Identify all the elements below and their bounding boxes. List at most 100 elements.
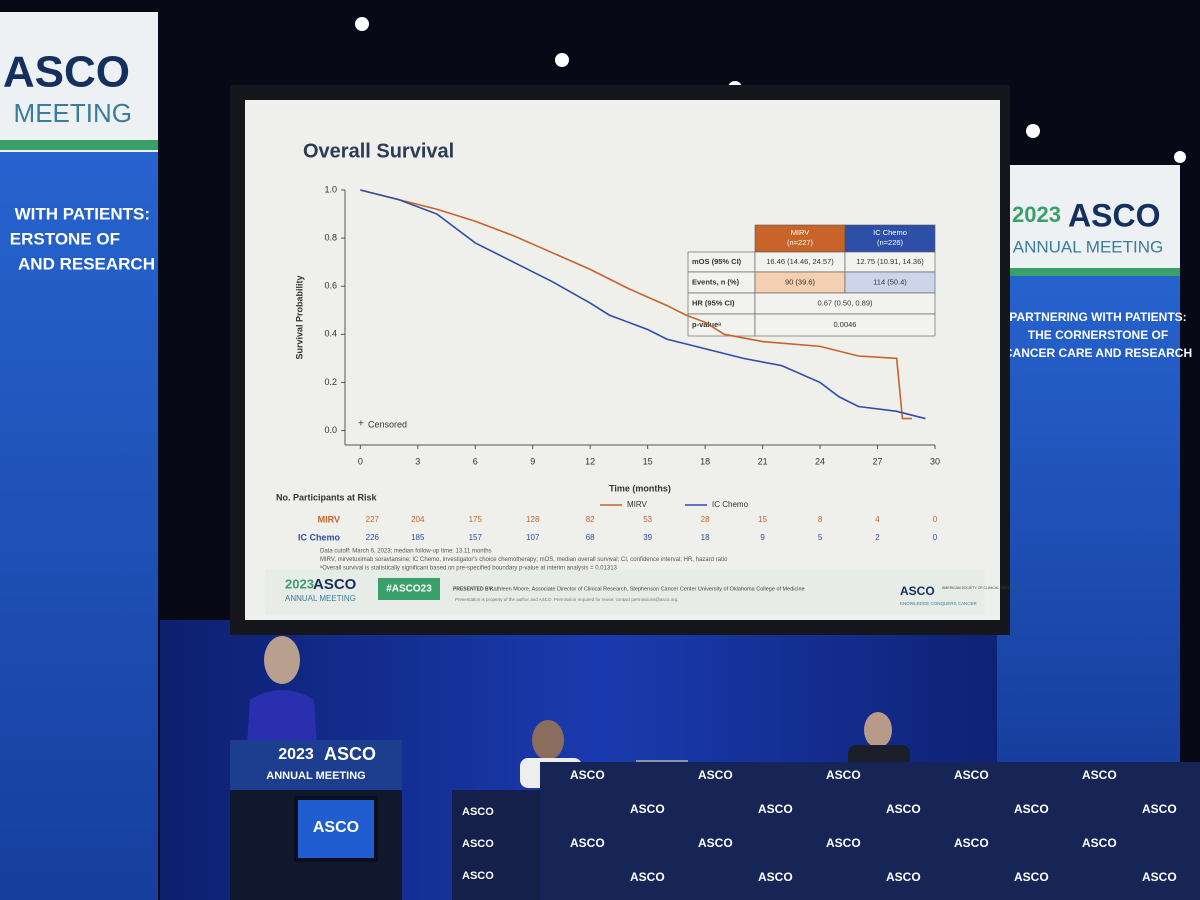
at-risk-count: 18 <box>701 533 710 542</box>
right-banner-subtitle: ANNUAL MEETING <box>1013 237 1164 256</box>
desk-logo: ASCO <box>954 768 989 782</box>
at-risk-count: 185 <box>411 533 425 542</box>
panelist-head <box>864 712 892 748</box>
survival-curve <box>360 189 913 420</box>
at-risk-count: 0 <box>933 533 938 542</box>
table-cell <box>754 313 936 337</box>
desk-logo: ASCO <box>826 768 861 782</box>
table-row-label: mOS (95% CI) <box>692 257 742 266</box>
table-value: 90 (39.6) <box>785 277 816 286</box>
at-risk-count: 53 <box>643 515 652 524</box>
footnote: ᵃOverall survival is statistically signi… <box>320 566 618 572</box>
at-risk-count: 175 <box>469 515 483 524</box>
banner-stripe <box>997 268 1180 276</box>
desk-logo: ASCO <box>954 836 989 850</box>
legend-label: MIRV <box>627 500 648 509</box>
y-tick-label: 0.4 <box>324 329 337 339</box>
y-tick-label: 0.2 <box>324 377 337 387</box>
footer-logo: ASCO <box>313 576 357 593</box>
desk-logo: ASCO <box>462 870 494 882</box>
podium-logo: ASCO <box>324 744 376 764</box>
desk-logo: ASCO <box>826 836 861 850</box>
table-header: (n=227) <box>787 238 814 247</box>
table-header-cell <box>844 224 936 253</box>
x-tick-label: 21 <box>758 456 768 466</box>
table-header: IC Chemo <box>873 228 907 237</box>
y-axis-label: Survival Probability <box>294 275 304 359</box>
table-value: 114 (50.4) <box>873 277 907 286</box>
right-banner-year: 2023 <box>1012 202 1061 227</box>
desk-logo: ASCO <box>1014 802 1049 816</box>
x-tick-label: 6 <box>473 456 478 466</box>
x-tick-label: 12 <box>585 456 595 466</box>
censor-marker: + <box>358 419 364 430</box>
x-tick-label: 15 <box>643 456 653 466</box>
table-value: 16.46 (14.46, 24.57) <box>766 257 834 266</box>
hashtag-box <box>378 578 440 600</box>
table-value: 0.0046 <box>834 320 857 329</box>
desk-logo: ASCO <box>1082 836 1117 850</box>
table-value: 12.75 (10.91, 14.36) <box>856 257 924 266</box>
at-risk-group: IC Chemo <box>298 532 341 542</box>
at-risk-group: MIRV <box>318 514 340 524</box>
at-risk-count: 157 <box>469 533 483 542</box>
society-name: AMERICAN SOCIETY OF CLINICAL ONCOLOGY <box>942 586 1021 590</box>
society-logo: ASCO <box>900 584 935 598</box>
y-tick-label: 0.0 <box>324 425 337 435</box>
right-banner-line: CANCER CARE AND RESEARCH <box>1004 346 1192 360</box>
desk-side <box>452 790 542 900</box>
at-risk-count: 0 <box>933 515 938 524</box>
podium-year: 2023 <box>278 746 314 763</box>
table-row-label: p-valueᵃ <box>692 320 721 329</box>
desk-front <box>540 762 1200 900</box>
desk-logo: ASCO <box>698 836 733 850</box>
table-header: (n=226) <box>877 238 904 247</box>
podium-screen-logo: ASCO <box>313 819 359 836</box>
chart: 0.00.20.40.60.81.00 3 6 9 12 15 18 21 24 27 30Time… <box>276 184 940 571</box>
footnote: MIRV, mirvetuximab soravtansine; IC Chem… <box>320 557 728 563</box>
desk-logo: ASCO <box>462 806 494 818</box>
at-risk-count: 9 <box>760 533 765 542</box>
at-risk-count: 68 <box>586 533 595 542</box>
footer-meeting: ANNUAL MEETING <box>285 594 356 603</box>
at-risk-count: 15 <box>758 515 767 524</box>
y-tick-label: 0.8 <box>324 232 337 242</box>
left-banner-line: AND RESEARCH <box>18 254 155 273</box>
speaker-head <box>264 636 300 684</box>
desk-logo: ASCO <box>1142 802 1177 816</box>
y-tick-label: 0.6 <box>324 281 337 291</box>
stage-light <box>1026 124 1040 138</box>
desk-logo-group: ASCO ASCO ASCO ASCO ASCO ASCO ASCO ASCO ASCO ASCO… <box>462 768 1177 884</box>
notice: Presentation is property of the author a… <box>455 597 678 602</box>
footnote: Data cutoff: March 6, 2023; median follo… <box>320 549 492 555</box>
at-risk-count: 204 <box>411 515 425 524</box>
banner-stripe <box>0 140 158 150</box>
stage-light <box>1174 151 1186 163</box>
desk-logo: ASCO <box>1082 768 1117 782</box>
left-banner <box>0 12 158 900</box>
left-banner-top <box>0 12 158 152</box>
at-risk-count: 128 <box>526 515 540 524</box>
left-banner-line: WITH PATIENTS: <box>15 204 150 223</box>
desk-logo: ASCO <box>758 870 793 884</box>
hashtag: #ASCO23 <box>386 584 432 595</box>
desk-logo: ASCO <box>886 870 921 884</box>
at-risk-count: 82 <box>586 515 595 524</box>
at-risk-count: 39 <box>643 533 652 542</box>
y-tick-label: 1.0 <box>324 184 337 194</box>
desk-logo: ASCO <box>758 802 793 816</box>
podium-top <box>230 740 402 790</box>
at-risk-count: 28 <box>701 515 710 524</box>
podium-subtitle: ANNUAL MEETING <box>266 770 365 782</box>
desk-logo: ASCO <box>570 768 605 782</box>
left-banner-logo: ASCO <box>3 48 130 97</box>
desk-logo: ASCO <box>570 836 605 850</box>
podium-screen <box>294 796 378 862</box>
x-tick-label: 3 <box>415 456 420 466</box>
table-header: MIRV <box>791 228 810 237</box>
x-tick-label: 18 <box>700 456 710 466</box>
desk-logo: ASCO <box>630 802 665 816</box>
legend-label: IC Chemo <box>712 500 749 509</box>
presenter: Kathleen Moore, Associate Director of Cl… <box>490 586 805 592</box>
